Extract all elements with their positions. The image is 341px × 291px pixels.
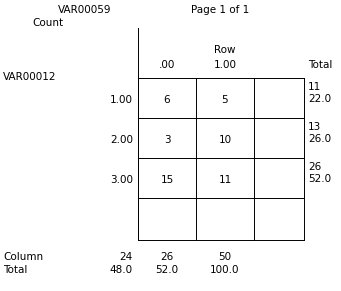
Text: Page 1 of 1: Page 1 of 1 (191, 5, 249, 15)
Text: 15: 15 (160, 175, 174, 185)
Text: 3.00: 3.00 (110, 175, 133, 185)
Text: 26: 26 (308, 162, 321, 172)
Text: 22.0: 22.0 (308, 94, 331, 104)
Text: 3: 3 (164, 135, 170, 145)
Text: 5: 5 (222, 95, 228, 105)
Text: 11: 11 (218, 175, 232, 185)
Text: VAR00059: VAR00059 (58, 5, 112, 15)
Text: 13: 13 (308, 122, 321, 132)
Text: Total: Total (308, 60, 332, 70)
Text: 100.0: 100.0 (210, 265, 240, 275)
Text: 6: 6 (164, 95, 170, 105)
Text: .00: .00 (159, 60, 175, 70)
Text: Total: Total (3, 265, 27, 275)
Text: 50: 50 (219, 252, 232, 262)
Text: 10: 10 (219, 135, 232, 145)
Text: Count: Count (32, 18, 63, 28)
Text: Column: Column (3, 252, 43, 262)
Text: 1.00: 1.00 (213, 60, 237, 70)
Text: 24: 24 (120, 252, 133, 262)
Text: 52.0: 52.0 (155, 265, 179, 275)
Text: 2.00: 2.00 (110, 135, 133, 145)
Text: 1.00: 1.00 (110, 95, 133, 105)
Text: 26: 26 (160, 252, 174, 262)
Text: 26.0: 26.0 (308, 134, 331, 144)
Text: Row: Row (214, 45, 236, 55)
Text: 52.0: 52.0 (308, 174, 331, 184)
Text: VAR00012: VAR00012 (3, 72, 57, 82)
Text: 11: 11 (308, 82, 321, 92)
Text: 48.0: 48.0 (110, 265, 133, 275)
